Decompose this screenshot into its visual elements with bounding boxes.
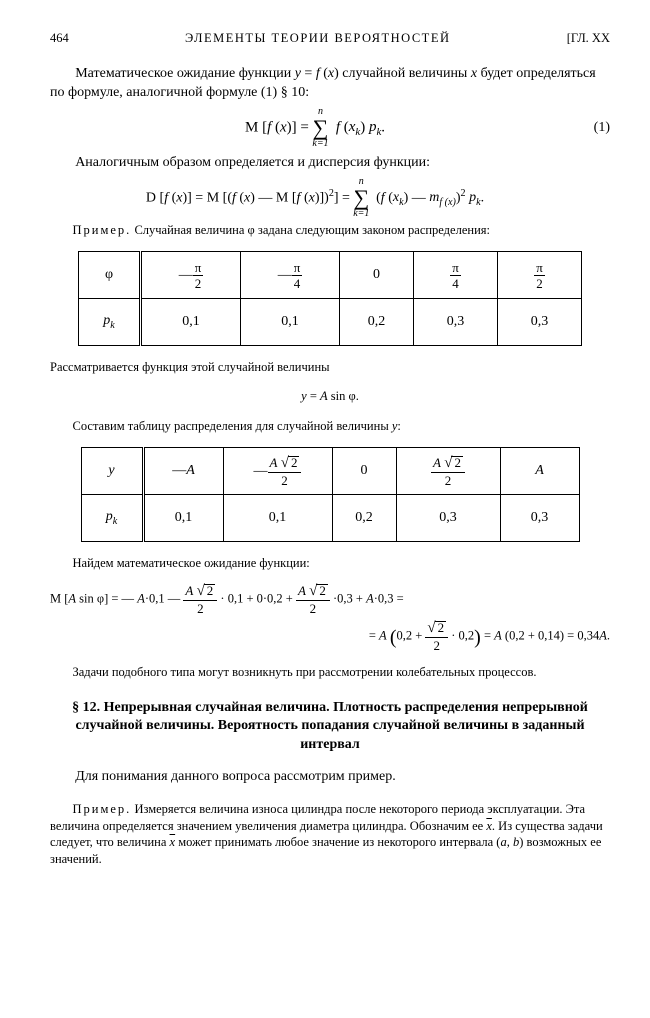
sum-bot: k=1 — [353, 209, 369, 219]
distribution-table-2: y —A —A √22 0 A √22 A pk 0,1 0,1 0,2 0,3… — [81, 447, 580, 542]
formula-2-body: D [f (x)] = M [(f (x) — M [f (x)])2] = n… — [50, 187, 580, 210]
t1-r1-label: φ — [79, 252, 141, 299]
t2-p5: 0,3 — [500, 495, 579, 542]
t2-p4: 0,3 — [396, 495, 500, 542]
sum-top: n — [318, 107, 323, 117]
table-row: pk 0,1 0,1 0,2 0,3 0,3 — [79, 299, 582, 346]
t1-c1: —π2 — [141, 252, 241, 299]
formula-1-number: (1) — [580, 119, 610, 138]
t1-p3: 0,2 — [340, 299, 414, 346]
t1-p1: 0,1 — [141, 299, 241, 346]
sum-bot: k=1 — [312, 139, 328, 149]
formula-2: D [f (x)] = M [(f (x) — M [f (x)])2] = n… — [50, 187, 610, 210]
t2-p3: 0,2 — [332, 495, 396, 542]
t2-c5: A — [500, 448, 579, 495]
t2-r2-label: pk — [81, 495, 143, 542]
t2-p1: 0,1 — [143, 495, 223, 542]
chapter-label: [ГЛ. XX — [567, 30, 610, 47]
example-1-intro: Пример. Случайная величина φ задана след… — [50, 222, 610, 239]
t1-p4: 0,3 — [414, 299, 498, 346]
paragraph-5: Найдем математическое ожидание функции: — [50, 555, 610, 572]
example-1-text: Случайная величина φ задана следующим за… — [134, 223, 490, 237]
paragraph-2: Аналогичным образом определяется и диспе… — [50, 154, 610, 173]
formula-1: M [f (x)] = n ∑ k=1 f (xk) pk. (1) — [50, 117, 610, 140]
t1-c2: —π4 — [241, 252, 340, 299]
formula-3: y = A sin φ. — [50, 388, 610, 405]
t2-p2: 0,1 — [223, 495, 332, 542]
page-header: 464 ЭЛЕМЕНТЫ ТЕОРИИ ВЕРОЯТНОСТЕЙ [ГЛ. XX — [50, 30, 610, 47]
table-row: φ —π2 —π4 0 π4 π2 — [79, 252, 582, 299]
t1-c3: 0 — [340, 252, 414, 299]
example-label: Пример. — [73, 223, 132, 237]
page-number: 464 — [50, 30, 69, 47]
t2-c3: 0 — [332, 448, 396, 495]
distribution-table-1: φ —π2 —π4 0 π4 π2 pk 0,1 0,1 0,2 0,3 0,3 — [78, 251, 582, 346]
paragraph-1: Математическое ожидание функции y = f (x… — [50, 65, 610, 103]
formula-1-body: M [f (x)] = n ∑ k=1 f (xk) pk. — [50, 117, 580, 140]
paragraph-6: Задачи подобного типа могут возникнуть п… — [50, 664, 610, 681]
calc-mid: · 0,1 + 0·0,2 + — [220, 591, 292, 605]
example-label: Пример. — [73, 802, 132, 816]
paragraph-3: Рассматривается функция этой случайной в… — [50, 359, 610, 376]
t1-p5: 0,3 — [498, 299, 582, 346]
t1-p2: 0,1 — [241, 299, 340, 346]
t1-r2-label: pk — [79, 299, 141, 346]
calc-line-2: = A (0,2 + √22 · 0,2) = A (0,2 + 0,14) =… — [50, 621, 610, 652]
section-12-title: § 12. Непрерывная случайная величина. Пл… — [70, 699, 590, 754]
paragraph-7: Для понимания данного вопроса рассмотрим… — [50, 768, 610, 787]
t2-r1-label: y — [81, 448, 143, 495]
sum-top: n — [359, 177, 364, 187]
t2-c4: A √22 — [396, 448, 500, 495]
t2-c1: —A — [143, 448, 223, 495]
t1-c4: π4 — [414, 252, 498, 299]
paragraph-4: Составим таблицу распределения для случа… — [50, 418, 610, 435]
calc-line-1: M [A sin φ] = — A·0,1 — A √22 · 0,1 + 0·… — [50, 584, 610, 615]
header-title: ЭЛЕМЕНТЫ ТЕОРИИ ВЕРОЯТНОСТЕЙ — [185, 30, 450, 47]
table-row: pk 0,1 0,1 0,2 0,3 0,3 — [81, 495, 579, 542]
table-row: y —A —A √22 0 A √22 A — [81, 448, 579, 495]
example-2: Пример. Измеряется величина износа цилин… — [50, 801, 610, 869]
t1-c5: π2 — [498, 252, 582, 299]
t2-c2: —A √22 — [223, 448, 332, 495]
